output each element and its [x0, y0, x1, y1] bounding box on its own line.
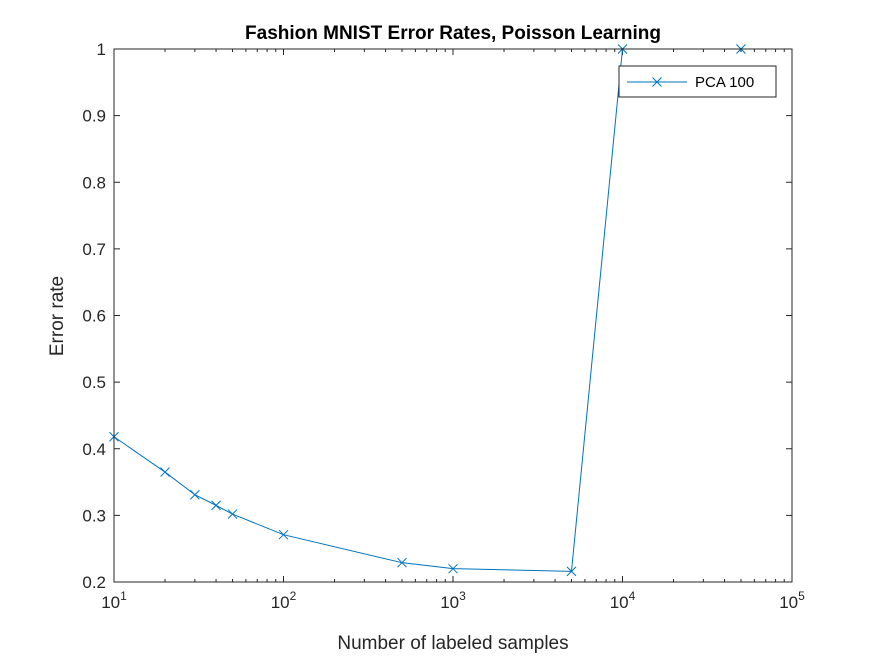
- x-tick-label: 104: [610, 589, 636, 612]
- x-tick-label: 105: [779, 589, 805, 612]
- axes-box: [113, 48, 793, 583]
- data-point: [448, 563, 458, 574]
- data-point-marker-b: [211, 500, 221, 511]
- y-tick-label: 0.5: [82, 373, 106, 392]
- data-point: [160, 467, 170, 477]
- x-tick-label-exponent: 4: [629, 589, 636, 603]
- y-tick-label: 0.8: [82, 173, 106, 192]
- legend-layer: PCA 100: [618, 65, 777, 98]
- x-tick-label-base: 10: [610, 593, 629, 612]
- y-tick-label: 0.6: [82, 307, 106, 326]
- y-tick-label: 0.2: [82, 573, 106, 592]
- data-point: [190, 489, 200, 500]
- y-tick-label: 0.3: [82, 506, 106, 525]
- data-point-marker-b: [160, 467, 170, 477]
- data-point: [227, 509, 238, 519]
- x-tick-label-exponent: 5: [798, 589, 805, 603]
- y-tick-label: 1: [97, 40, 106, 59]
- x-axis-label: Number of labeled samples: [337, 633, 568, 654]
- data-point-marker-b: [566, 566, 577, 577]
- x-tick-label-base: 10: [779, 593, 798, 612]
- data-point-marker-b: [227, 509, 238, 519]
- plot-area: [114, 49, 792, 582]
- x-tick-label: 103: [440, 589, 466, 612]
- y-axis-label: Error rate: [47, 276, 68, 356]
- series-layer: [109, 44, 746, 577]
- x-tick-label-exponent: 1: [120, 589, 127, 603]
- x-tick-label-base: 10: [440, 593, 459, 612]
- x-tick-label-exponent: 3: [459, 589, 466, 603]
- chart-title: Fashion MNIST Error Rates, Poisson Learn…: [245, 23, 661, 44]
- y-tick-label: 0.7: [82, 240, 106, 259]
- x-tick-label: 102: [271, 589, 297, 612]
- y-tick-label: 0.9: [82, 107, 106, 126]
- x-tick-label-exponent: 2: [290, 589, 297, 603]
- data-point: [397, 557, 407, 568]
- data-point-marker-b: [397, 557, 407, 568]
- data-point: [566, 566, 577, 577]
- x-tick-label-base: 10: [101, 593, 120, 612]
- data-point-marker-b: [278, 529, 289, 540]
- legend-label: PCA 100: [695, 74, 754, 91]
- data-point: [211, 500, 221, 511]
- legend-marker-b: [652, 77, 662, 87]
- y-tick-label: 0.4: [82, 440, 106, 459]
- x-tick-label: 101: [101, 589, 127, 612]
- data-point-marker-b: [190, 489, 200, 500]
- data-point-marker-b: [448, 563, 458, 574]
- x-tick-label-base: 10: [271, 593, 290, 612]
- data-point: [278, 529, 289, 540]
